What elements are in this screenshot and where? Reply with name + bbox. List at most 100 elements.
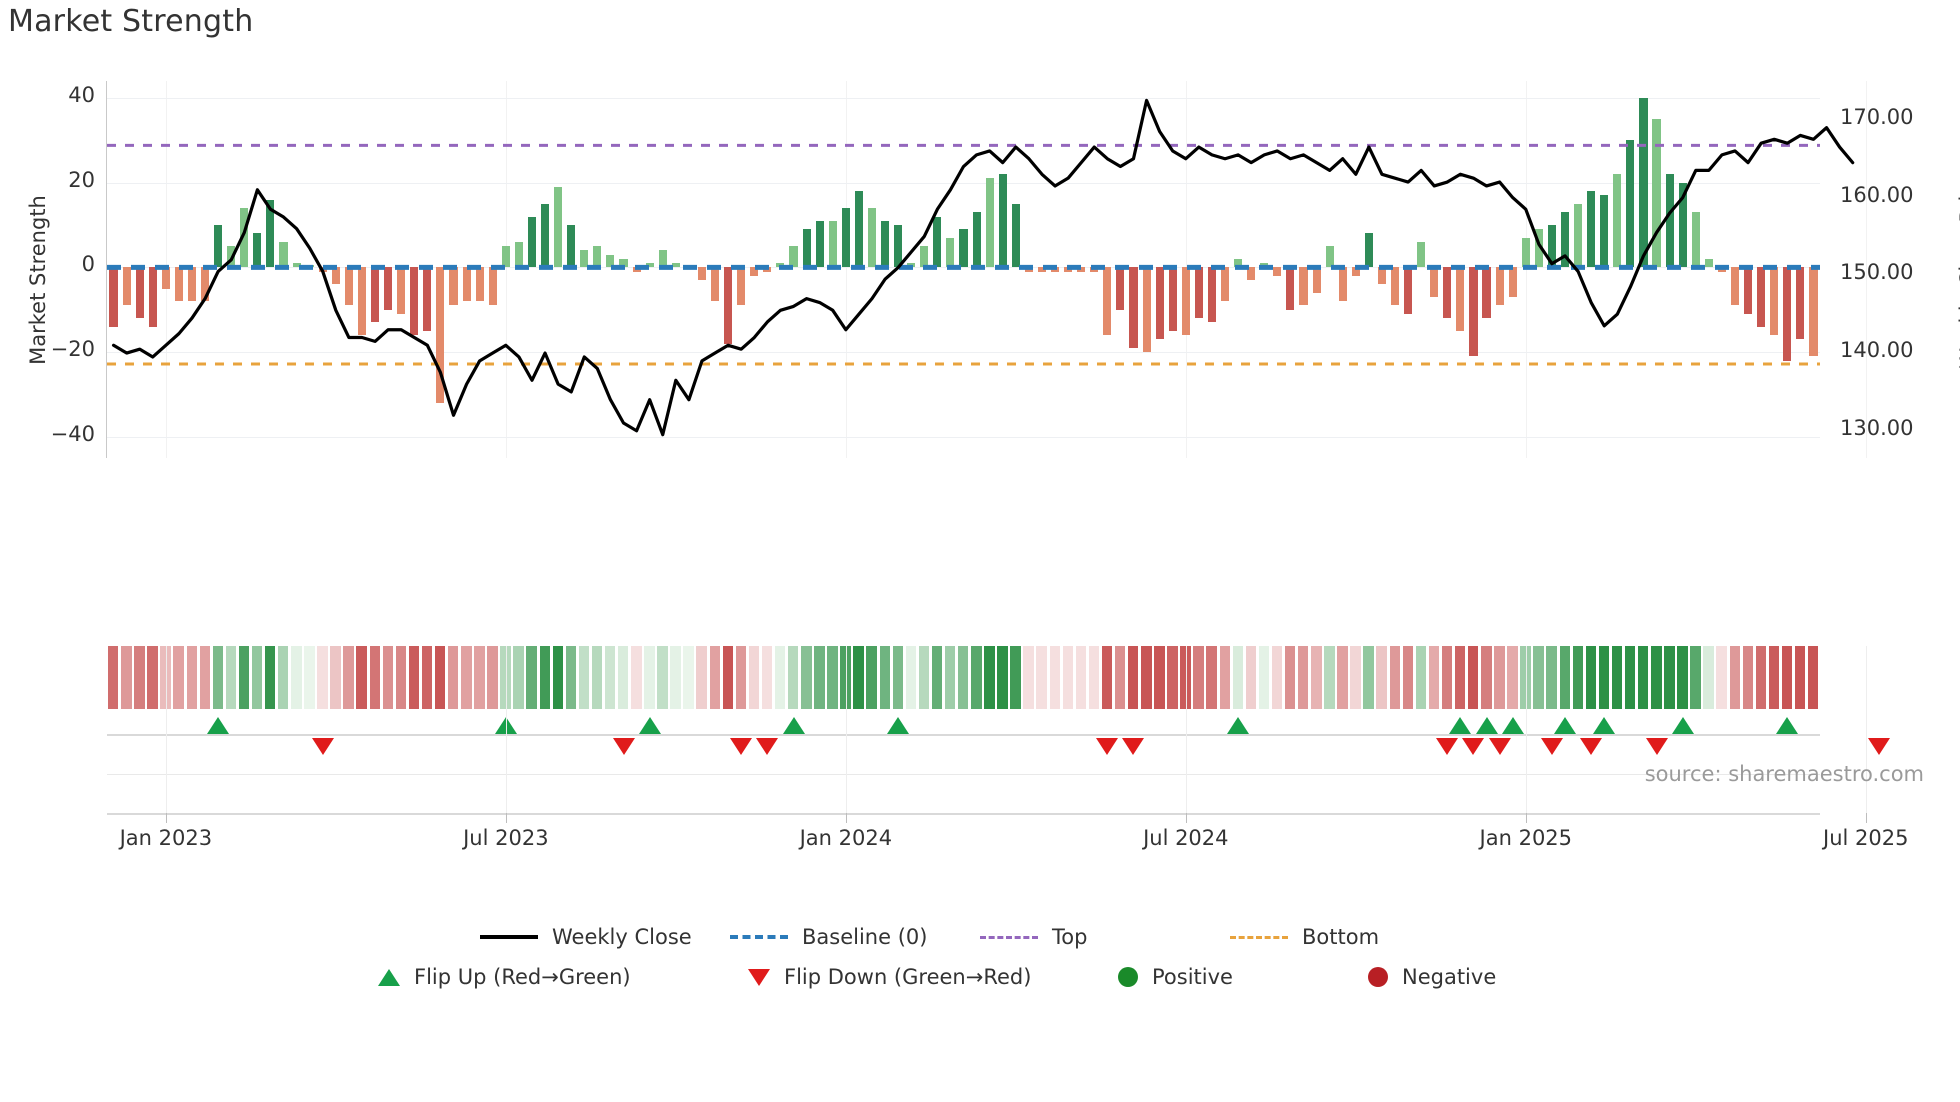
strength-bar[interactable] xyxy=(1691,212,1700,268)
flip-down-marker[interactable] xyxy=(756,738,779,755)
strength-bar[interactable] xyxy=(894,225,903,268)
strength-bar[interactable] xyxy=(593,246,602,268)
strength-bar[interactable] xyxy=(1247,267,1256,281)
strength-bar[interactable] xyxy=(1377,267,1386,285)
strength-bar[interactable] xyxy=(880,220,890,268)
flip-down-marker[interactable] xyxy=(1580,738,1603,755)
strength-bar[interactable] xyxy=(1600,195,1609,268)
strength-bar[interactable] xyxy=(201,267,210,302)
flip-up-marker[interactable] xyxy=(782,717,805,734)
strength-bar[interactable] xyxy=(802,229,811,268)
strength-bar[interactable] xyxy=(1574,203,1583,268)
flip-down-marker[interactable] xyxy=(1540,738,1563,755)
strength-bar[interactable] xyxy=(815,220,824,268)
strength-bar[interactable] xyxy=(1325,246,1334,268)
strength-bar[interactable] xyxy=(514,241,523,268)
strength-bar[interactable] xyxy=(1273,267,1282,276)
strength-bar[interactable] xyxy=(1116,267,1125,310)
strength-bar[interactable] xyxy=(1770,267,1779,336)
strength-bar[interactable] xyxy=(527,216,537,268)
strength-bar[interactable] xyxy=(724,267,733,344)
strength-bar[interactable] xyxy=(697,267,706,281)
legend-item[interactable]: Flip Down (Green→Red) xyxy=(730,965,1100,989)
strength-bar[interactable] xyxy=(920,246,929,268)
flip-up-marker[interactable] xyxy=(887,717,910,734)
strength-bar[interactable] xyxy=(384,267,393,310)
strength-bar[interactable] xyxy=(462,267,471,302)
strength-bar[interactable] xyxy=(240,208,249,268)
strength-bar[interactable] xyxy=(1809,267,1818,357)
flip-down-marker[interactable] xyxy=(1122,738,1145,755)
strength-bar[interactable] xyxy=(645,263,654,268)
strength-bar[interactable] xyxy=(933,216,942,268)
strength-bar[interactable] xyxy=(161,267,170,289)
strength-bar[interactable] xyxy=(1364,233,1373,268)
strength-bar[interactable] xyxy=(109,267,118,327)
strength-bar[interactable] xyxy=(1037,267,1046,272)
strength-bar[interactable] xyxy=(554,186,563,268)
strength-bar[interactable] xyxy=(187,267,197,302)
strength-bar[interactable] xyxy=(279,241,288,268)
strength-bar[interactable] xyxy=(1430,267,1439,298)
strength-bar[interactable] xyxy=(1508,267,1517,298)
legend-item[interactable]: Top xyxy=(980,925,1230,949)
strength-bar[interactable] xyxy=(1142,267,1151,353)
strength-bar[interactable] xyxy=(1220,267,1230,302)
flip-up-marker[interactable] xyxy=(1554,717,1576,734)
strength-bar[interactable] xyxy=(998,174,1007,268)
strength-bar[interactable] xyxy=(828,220,837,268)
strength-bar[interactable] xyxy=(658,250,667,268)
strength-bar[interactable] xyxy=(1417,241,1426,268)
strength-bar[interactable] xyxy=(449,267,458,306)
strength-bar[interactable] xyxy=(1234,258,1243,268)
strength-bar[interactable] xyxy=(253,233,262,268)
strength-bar[interactable] xyxy=(1286,267,1295,310)
strength-bar[interactable] xyxy=(946,237,955,268)
strength-bar[interactable] xyxy=(1521,237,1530,268)
strength-bar[interactable] xyxy=(1547,225,1556,268)
flip-down-marker[interactable] xyxy=(1436,738,1459,755)
strength-bar[interactable] xyxy=(1338,267,1347,302)
flip-down-marker[interactable] xyxy=(1645,738,1668,755)
flip-up-marker[interactable] xyxy=(1776,717,1799,734)
strength-bar[interactable] xyxy=(1730,267,1740,306)
strength-bar[interactable] xyxy=(1011,203,1020,268)
strength-bar[interactable] xyxy=(1168,267,1177,331)
legend-item[interactable]: Flip Up (Red→Green) xyxy=(360,965,730,989)
strength-bar[interactable] xyxy=(1482,267,1491,319)
strength-bar[interactable] xyxy=(1613,174,1622,268)
strength-bar[interactable] xyxy=(854,191,863,268)
strength-bar[interactable] xyxy=(357,267,367,336)
strength-bar[interactable] xyxy=(985,178,994,268)
strength-bar[interactable] xyxy=(1587,191,1596,268)
strength-bar[interactable] xyxy=(344,267,353,306)
strength-bar[interactable] xyxy=(1194,267,1203,319)
strength-bar[interactable] xyxy=(1155,267,1164,340)
strength-bar[interactable] xyxy=(1652,119,1661,268)
flip-up-marker[interactable] xyxy=(1449,717,1472,734)
strength-bar[interactable] xyxy=(867,208,876,268)
legend-item[interactable]: Weekly Close xyxy=(480,925,730,949)
strength-bar[interactable] xyxy=(841,208,850,268)
strength-bar[interactable] xyxy=(606,254,615,268)
strength-bar[interactable] xyxy=(1077,267,1086,272)
flip-down-marker[interactable] xyxy=(730,738,753,755)
strength-bar[interactable] xyxy=(972,212,981,268)
strength-bar[interactable] xyxy=(1299,267,1308,306)
strength-bar[interactable] xyxy=(266,199,275,268)
strength-bar[interactable] xyxy=(789,246,798,268)
strength-bar[interactable] xyxy=(371,267,380,323)
strength-bar[interactable] xyxy=(1495,267,1504,306)
strength-bar[interactable] xyxy=(1757,267,1766,327)
flip-up-marker[interactable] xyxy=(1227,717,1250,734)
strength-bar[interactable] xyxy=(331,267,340,285)
strength-bar[interactable] xyxy=(1129,267,1138,348)
strength-bar[interactable] xyxy=(1665,174,1674,268)
strength-bar[interactable] xyxy=(1744,267,1753,314)
strength-bar[interactable] xyxy=(410,267,419,336)
strength-bar[interactable] xyxy=(1443,267,1452,319)
strength-bar[interactable] xyxy=(1469,267,1478,357)
flip-down-marker[interactable] xyxy=(1867,738,1890,755)
strength-bar[interactable] xyxy=(1639,97,1648,268)
strength-bar[interactable] xyxy=(1181,267,1190,336)
